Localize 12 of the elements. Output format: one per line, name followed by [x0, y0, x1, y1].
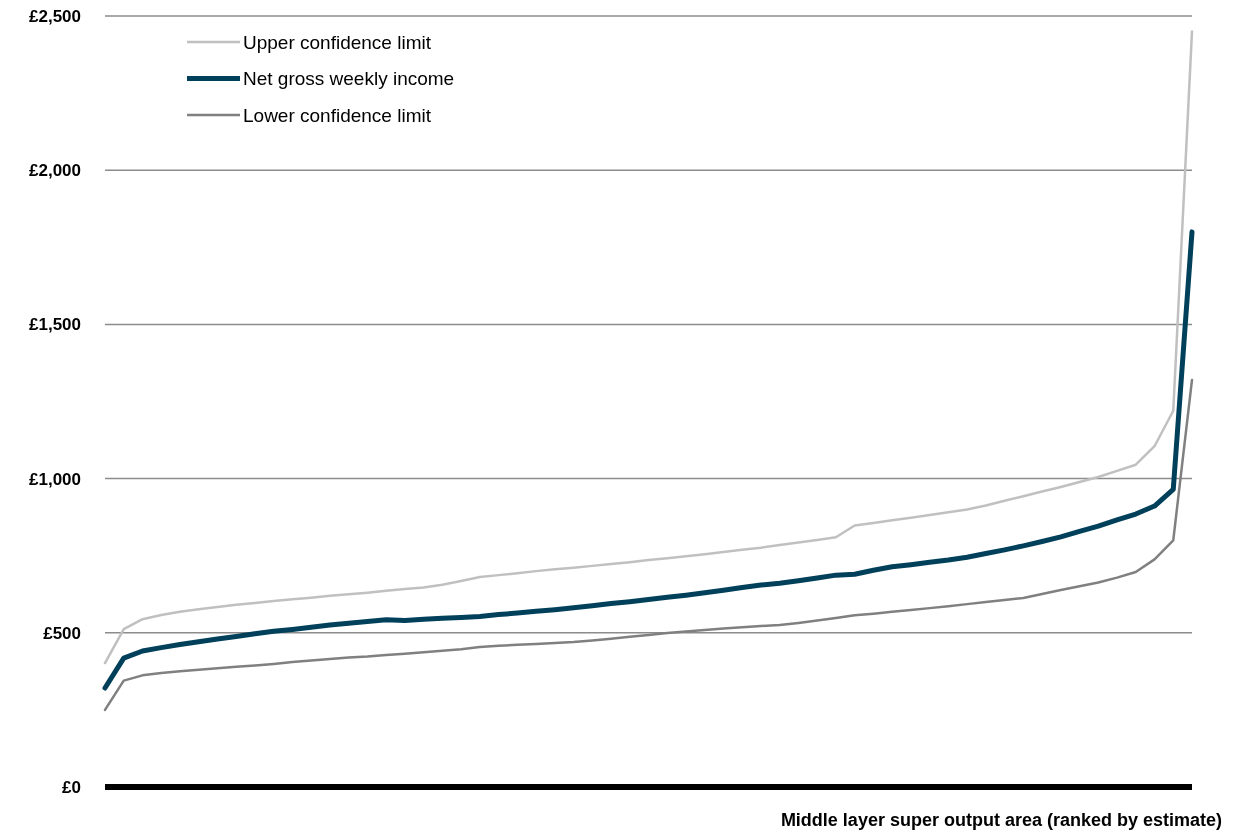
legend-label: Upper confidence limit [243, 31, 432, 53]
y-tick-label: £1,500 [29, 315, 81, 335]
y-tick-label: £1,000 [29, 469, 81, 489]
y-tick-label: £2,000 [29, 161, 81, 181]
y-tick-label: £0 [62, 777, 81, 797]
legend-label: Lower confidence limit [243, 104, 432, 126]
y-tick-label: £500 [43, 623, 81, 643]
y-tick-label: £2,500 [29, 6, 81, 26]
line-series [103, 30, 1194, 665]
line-series [103, 378, 1194, 712]
x-axis-title: Middle layer super output area (ranked by estimate) [780, 810, 1222, 830]
legend-label: Net gross weekly income [243, 68, 455, 90]
